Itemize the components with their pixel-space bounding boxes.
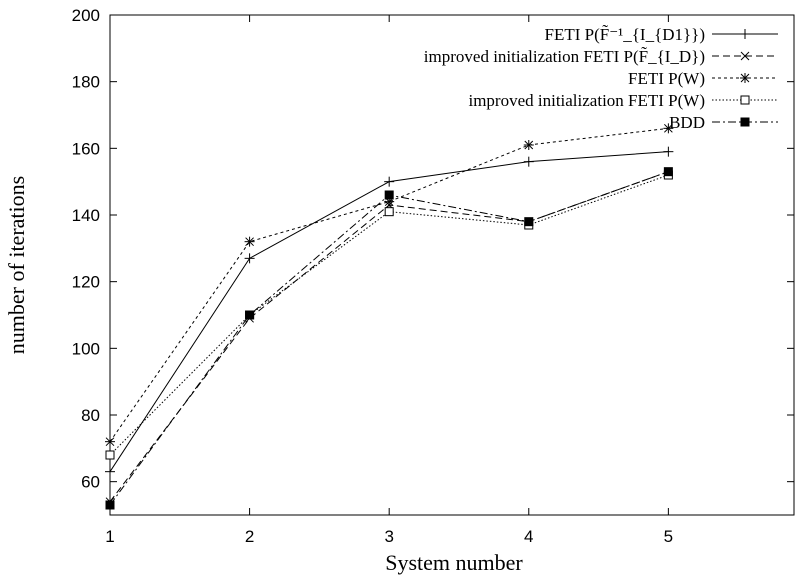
marker-stroke [245,237,254,247]
axis-ticks: 1 2 3 4 5 60 80 100 120 140 160 180 200 [72,6,794,546]
x-tick-label: 5 [664,527,673,546]
data-point-series-1 [663,146,674,157]
x-axis-label: System number [385,550,523,575]
x-tick-label: 4 [524,527,533,546]
data-point-series-5 [105,500,115,510]
y-axis-label: number of iterations [4,176,29,354]
data-point-series-1 [384,176,395,187]
data-point-series-3 [523,140,534,150]
y-tick-label: 180 [72,73,100,92]
data-point-series-5 [663,167,673,177]
data-point-series-5 [384,190,394,200]
marker-stroke [245,310,255,320]
marker-stroke [740,117,750,127]
marker-stroke [740,95,750,105]
marker-stroke [384,190,394,200]
legend-label-3: FETI P(W) [628,69,705,88]
y-tick-label: 100 [72,339,100,358]
y-tick-label: 120 [72,273,100,292]
legend-marker-2 [740,51,750,61]
y-tick-label: 80 [81,406,100,425]
x-tick-label: 2 [245,527,254,546]
series-line-4 [109,174,669,456]
y-tick-label: 200 [72,6,100,25]
marker-stroke [105,437,115,447]
series-lines [105,123,674,510]
marker-stroke [524,217,534,227]
y-tick-label: 160 [72,139,100,158]
marker-stroke [664,123,673,133]
marker-stroke [105,450,115,460]
marker-stroke [663,167,673,177]
series-line-3 [109,127,669,442]
data-point-series-1 [523,156,534,167]
marker-stroke [384,207,394,217]
legend-marker-5 [740,117,750,127]
legend-label-1: FETI P(F̃⁻¹_{I_{D1}}) [544,25,705,44]
legend-marker-4 [740,95,750,105]
y-tick-label: 60 [81,473,100,492]
legend-label-4: improved initialization FETI P(W) [468,91,705,110]
marker-stroke [524,140,534,150]
legend-label-5: BDD [669,113,705,132]
marker-stroke [740,73,750,83]
data-point-series-3 [244,236,255,247]
marker-stroke [740,51,750,61]
legend-label-2: improved initialization FETI P(F̃_{I_D}) [424,47,705,66]
x-tick-label: 3 [384,527,393,546]
plot-frame [109,14,795,516]
legend-marker-3 [740,73,750,83]
series-line-2 [109,171,669,502]
data-point-series-1 [105,466,115,477]
data-point-series-3 [663,123,674,134]
data-point-series-4 [384,207,394,217]
data-point-series-5 [524,217,534,227]
data-point-series-5 [245,310,255,320]
data-point-series-1 [244,253,255,264]
y-tick-label: 140 [72,206,100,225]
legend-marker-1 [740,29,750,39]
data-point-series-4 [105,450,115,460]
marker-stroke [105,500,115,510]
series-line-5 [109,171,669,506]
data-point-series-3 [105,436,115,447]
x-tick-label: 1 [105,527,114,546]
legend: FETI P(F̃⁻¹_{I_{D1}}) improved initializa… [424,25,778,132]
